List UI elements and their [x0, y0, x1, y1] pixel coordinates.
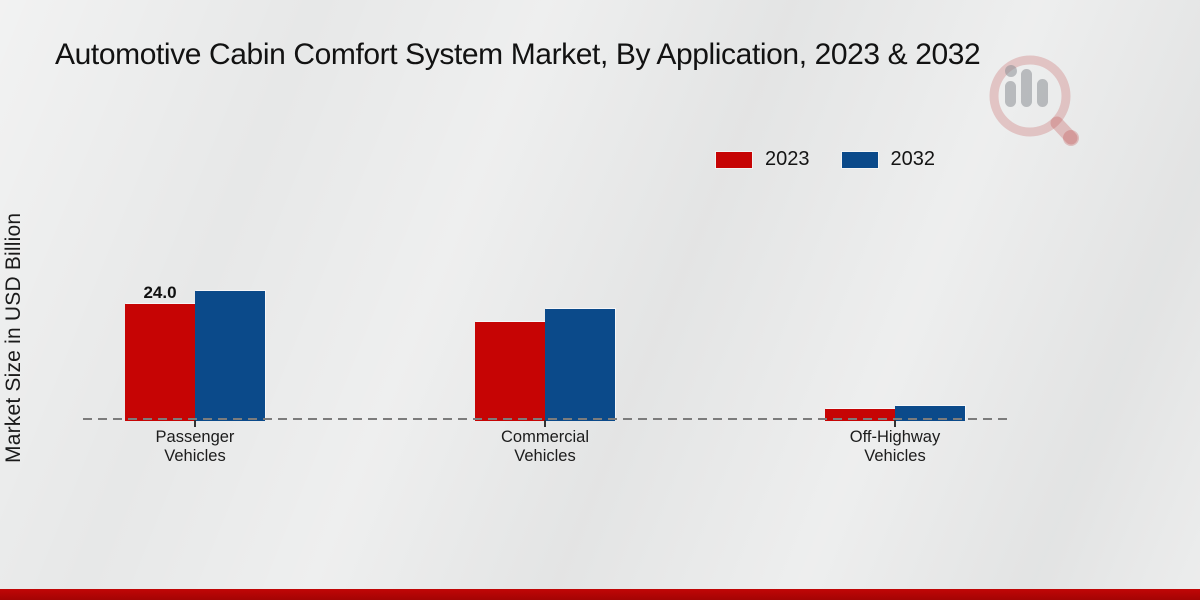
bar-2032-commercial-vehicles [545, 309, 615, 421]
legend-swatch-2023 [716, 151, 752, 168]
x-axis-tick [894, 420, 896, 427]
category-label-passenger-vehicles: Passenger Vehicles [155, 428, 235, 465]
x-axis-dashed-baseline [83, 418, 1007, 420]
bar-value-label: 24.0 [143, 283, 177, 302]
legend-item-2023: 2023 [716, 148, 810, 171]
footer-accent-bar [0, 589, 1200, 600]
y-axis-label: Market Size in USD Billion [2, 212, 25, 464]
legend-label-2032: 2032 [890, 148, 936, 170]
legend-swatch-2032 [841, 151, 878, 168]
category-label-commercial-vehicles: Commercial Vehicles [500, 428, 589, 465]
bar-2032-off-highway-vehicles [895, 406, 965, 421]
bar-2032-passenger-vehicles [195, 291, 265, 421]
legend: 2023 2032 [716, 148, 935, 171]
x-axis-tick [544, 420, 546, 427]
legend-label-2023: 2023 [765, 148, 810, 170]
category-label-off-highway-vehicles: Off-Highway Vehicles [849, 428, 941, 465]
x-axis-tick [194, 420, 196, 427]
legend-item-2032: 2032 [841, 148, 936, 171]
bar-2023-passenger-vehicles [125, 304, 195, 421]
chart-title: Automotive Cabin Comfort System Market, … [55, 38, 981, 71]
bar-2023-commercial-vehicles [475, 322, 545, 421]
market-research-logo-watermark [989, 55, 1079, 146]
